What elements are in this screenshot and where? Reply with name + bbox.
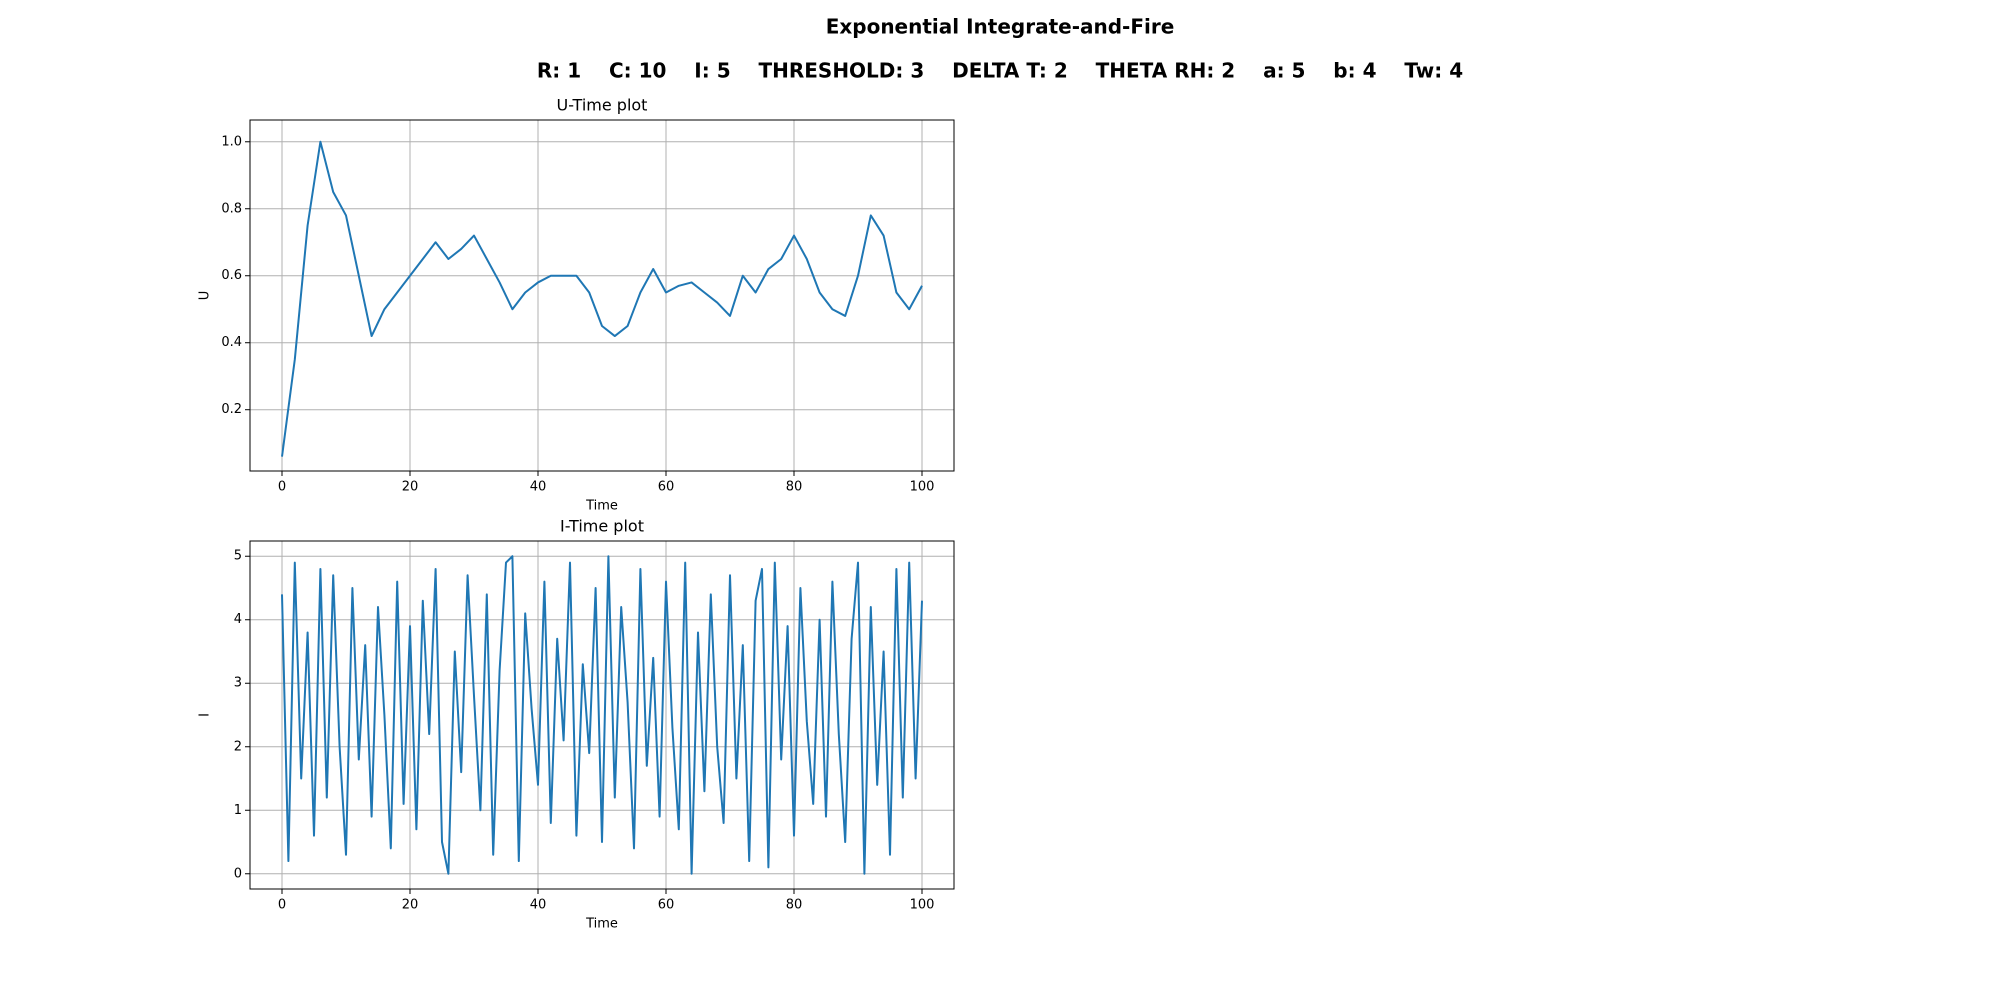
- y-tick-label: 0: [234, 866, 242, 881]
- y-tick-label: 1: [234, 803, 242, 818]
- y-tick-label: 0.6: [221, 268, 242, 283]
- x-axis-label: Time: [585, 499, 618, 514]
- x-tick-label: 60: [658, 480, 675, 495]
- y-axis-label: I: [198, 713, 213, 717]
- plot-title: I-Time plot: [560, 517, 644, 536]
- x-tick-label: 60: [658, 898, 675, 913]
- x-tick-label: 0: [278, 898, 286, 913]
- x-tick-label: 80: [786, 480, 803, 495]
- plot-title: U-Time plot: [557, 96, 648, 115]
- y-axis-label: U: [198, 291, 213, 301]
- y-tick-label: 1.0: [221, 134, 242, 149]
- x-tick-label: 40: [530, 480, 547, 495]
- x-axis-label: Time: [585, 917, 618, 932]
- x-tick-label: 40: [530, 898, 547, 913]
- figure-subtitle: R: 1 C: 10 I: 5 THRESHOLD: 3 DELTA T: 2 …: [537, 59, 1463, 83]
- x-tick-label: 20: [402, 898, 419, 913]
- axes-frame: [249, 119, 955, 472]
- y-tick-label: 2: [234, 739, 242, 754]
- y-tick-label: 0.8: [221, 201, 242, 216]
- y-tick-label: 3: [234, 676, 242, 691]
- axes-frame: [249, 540, 955, 890]
- y-tick-label: 0.4: [221, 335, 242, 350]
- x-tick-label: 100: [910, 480, 935, 495]
- data-line: [281, 555, 923, 875]
- x-tick-label: 80: [786, 898, 803, 913]
- x-tick-label: 0: [278, 480, 286, 495]
- x-tick-label: 20: [402, 480, 419, 495]
- y-tick-label: 5: [234, 549, 242, 564]
- x-tick-label: 100: [910, 898, 935, 913]
- figure-title: Exponential Integrate-and-Fire: [826, 15, 1175, 39]
- y-tick-label: 0.2: [221, 402, 242, 417]
- data-line: [281, 140, 923, 457]
- y-tick-label: 4: [234, 612, 242, 627]
